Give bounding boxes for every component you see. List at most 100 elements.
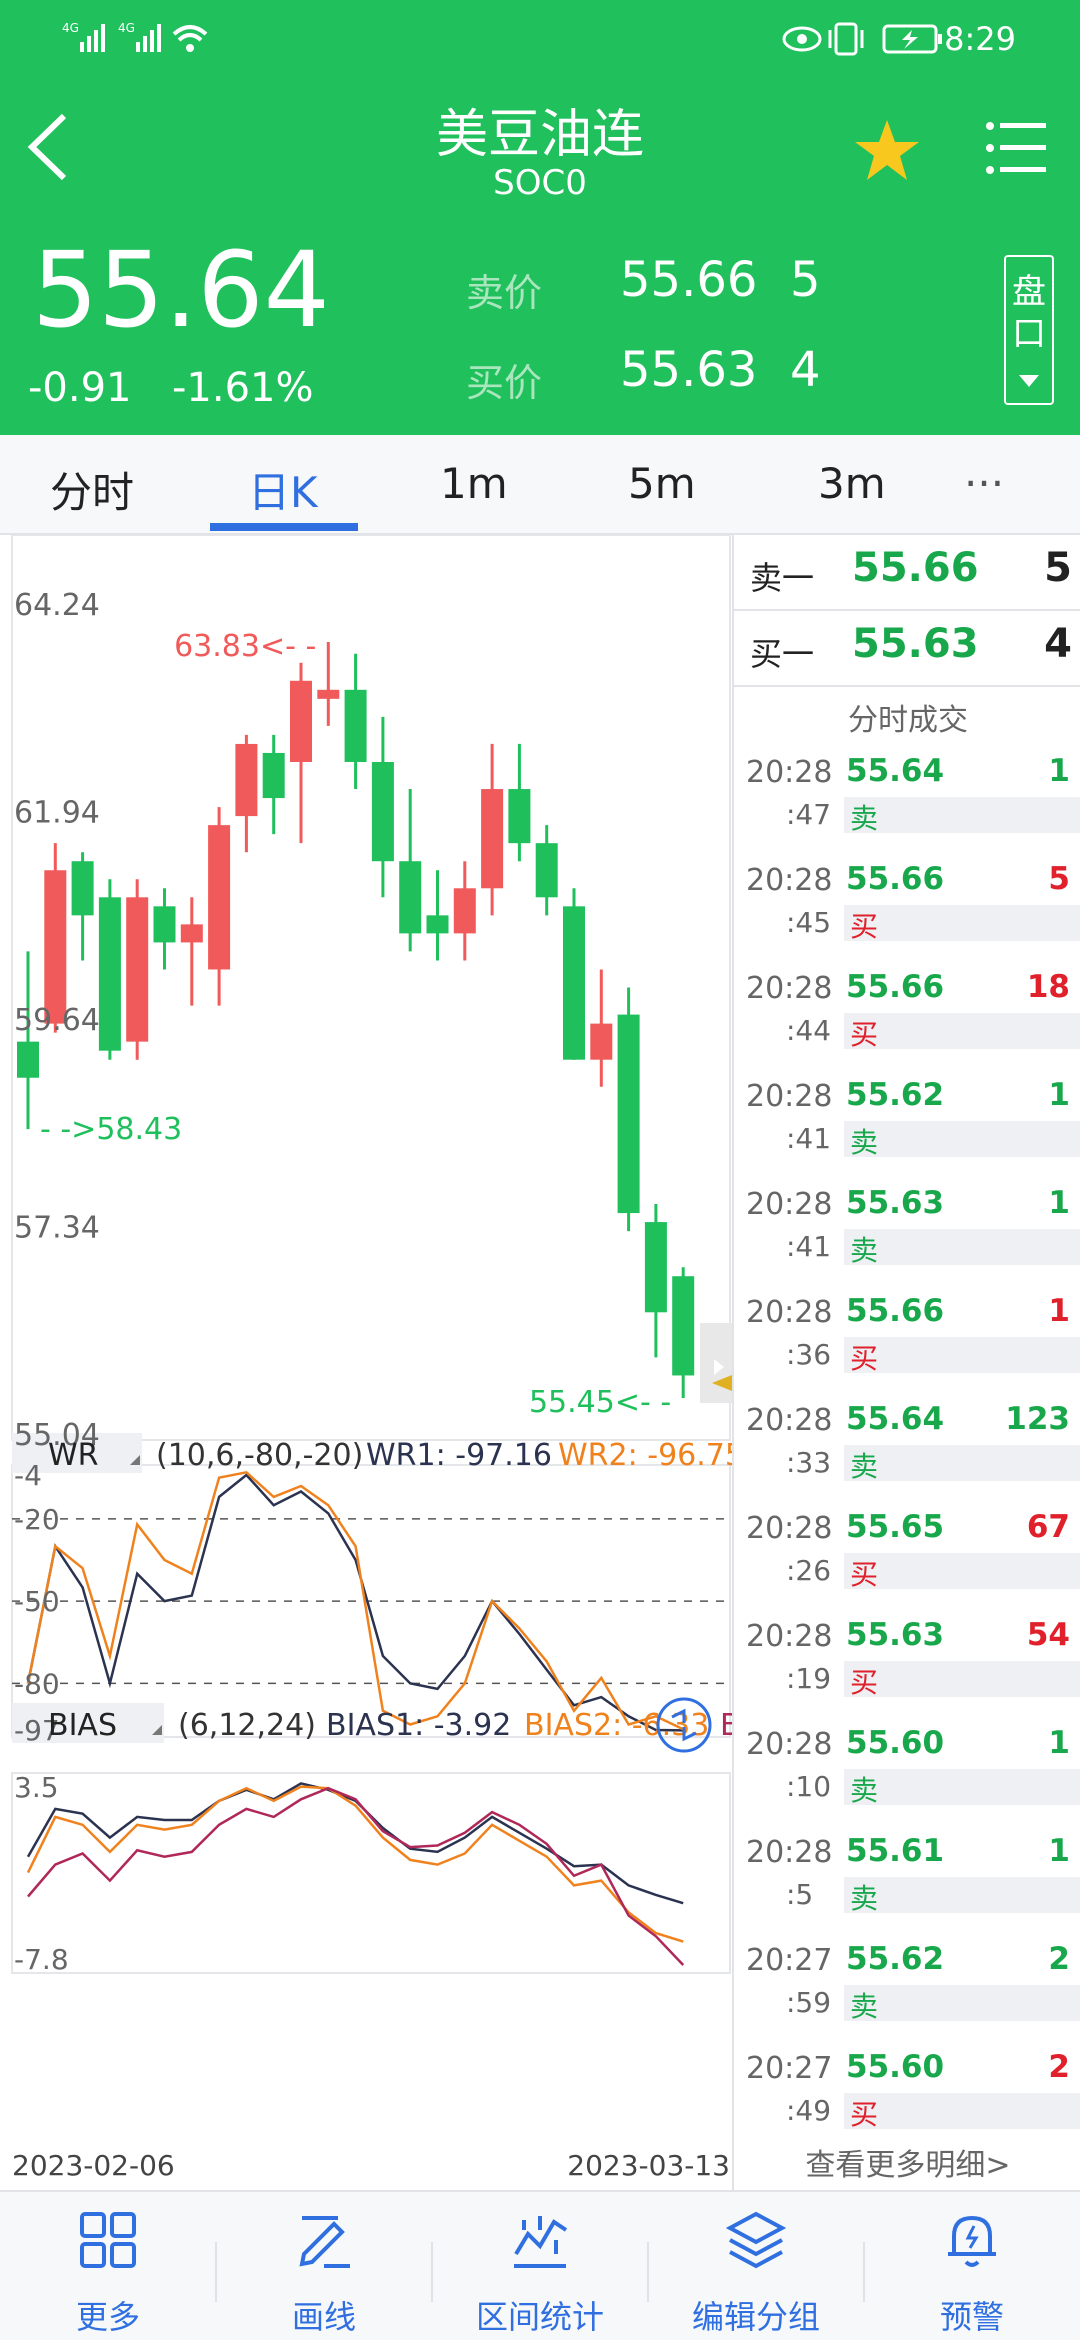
- kline-frame: [11, 534, 731, 1441]
- tab-1m[interactable]: 1m: [440, 459, 508, 508]
- candle-body: [426, 915, 449, 934]
- bell-icon: [948, 2215, 996, 2267]
- tab-daily-k[interactable]: 日K: [248, 468, 318, 517]
- trade-price: 55.61: [846, 1833, 945, 1869]
- trade-time: 20:28: [746, 1835, 833, 1870]
- trade-time: 20:28: [746, 755, 833, 790]
- candle-body: [208, 825, 231, 970]
- trade-price: 55.63: [846, 1617, 945, 1653]
- nav-range-stats[interactable]: 区间统计: [432, 2192, 648, 2340]
- wr1-value: WR1: -97.16: [366, 1438, 552, 1473]
- contract-code: SOC0: [493, 163, 587, 203]
- star-icon: [855, 120, 919, 180]
- status-time: 8:29: [944, 20, 1016, 58]
- nav-edit-group-label: 编辑分组: [691, 2298, 820, 2336]
- more-details-link[interactable]: 查看更多明细>: [805, 2148, 1011, 2183]
- trade-time: 20:28: [746, 971, 833, 1006]
- trade-time: 20:27: [746, 2051, 833, 2086]
- wr-level-label: -80: [14, 1667, 60, 1700]
- nav-alert[interactable]: 预警: [864, 2192, 1080, 2340]
- trade-volume: 1: [1048, 753, 1070, 789]
- bias2-line: [26, 1785, 684, 1943]
- candle-body: [153, 906, 176, 943]
- nav-edit-group[interactable]: 编辑分组: [648, 2192, 864, 2340]
- trade-side: 卖: [844, 1229, 1080, 1267]
- trade-row: 20:28:26 55.65 67 买: [734, 1501, 1080, 1609]
- candle-body: [290, 680, 312, 762]
- order-book-panel: 卖一 55.66 5 买一 55.63 4 分时成交 20:28:47 55.64…: [732, 535, 1080, 2190]
- kline-chart[interactable]: 64.24 61.94 59.64 57.34 55.04 63.83<- - 55.45<…: [0, 534, 744, 2190]
- trade-seconds: :45: [786, 906, 832, 939]
- trade-row: 20:27:49 55.60 2 买: [734, 2041, 1080, 2149]
- menu-button[interactable]: [984, 120, 1048, 180]
- candle-body: [317, 689, 340, 699]
- trade-volume: 1: [1048, 1725, 1070, 1761]
- trade-volume: 1: [1048, 1293, 1070, 1329]
- trade-side: 卖: [844, 1121, 1080, 1159]
- chevron-left-icon: [27, 113, 67, 181]
- trade-side: 卖: [844, 1877, 1080, 1915]
- nav-more[interactable]: 更多: [0, 2192, 216, 2340]
- trade-volume: 1: [1048, 1185, 1070, 1221]
- trade-time: 20:28: [746, 1619, 833, 1654]
- dropdown-corner-icon: [130, 1455, 140, 1465]
- tab-more[interactable]: ···: [964, 459, 1005, 508]
- tab-5m[interactable]: 5m: [628, 459, 696, 508]
- nav-draw-line[interactable]: 画线: [216, 2192, 432, 2340]
- candle-body: [399, 861, 422, 934]
- signal-wifi-icon: 4G 4G: [62, 21, 208, 52]
- trade-time: 20:27: [746, 1943, 833, 1978]
- candle-body: [563, 906, 585, 1060]
- favorite-button[interactable]: [852, 118, 922, 186]
- buy-one-volume: 4: [1044, 621, 1072, 667]
- trade-price: 55.63: [846, 1185, 945, 1221]
- swap-arrows-icon: [671, 1708, 697, 1742]
- trade-volume: 2: [1048, 1941, 1070, 1977]
- trade-row: 20:28:10 55.60 1 卖: [734, 1717, 1080, 1825]
- tab-3m[interactable]: 3m: [818, 459, 886, 508]
- candle-body: [17, 1041, 39, 1078]
- bias-bottom-level: -7.8: [14, 1943, 69, 1976]
- trade-side: 买: [844, 1661, 1080, 1699]
- back-button[interactable]: [24, 112, 74, 186]
- price-axis-label: 64.24: [14, 588, 100, 623]
- trade-volume: 5: [1048, 861, 1070, 897]
- trade-time: 20:28: [746, 1295, 833, 1330]
- trade-row: 20:27:59 55.62 2 卖: [734, 1933, 1080, 2041]
- active-tab-indicator: [210, 523, 358, 531]
- wr-level-label: -50: [14, 1585, 60, 1618]
- trade-volume: 123: [1005, 1401, 1070, 1437]
- trade-seconds: :5: [786, 1878, 814, 1911]
- status-icons: 4G 4G: [62, 18, 232, 62]
- candle-body: [98, 897, 121, 1051]
- eye-icon: [782, 26, 822, 52]
- ask-volume: 5: [790, 252, 821, 308]
- quote-header: 4G 4G 8:29 美豆油连 SOC0: [0, 0, 1080, 435]
- battery-icon: [882, 24, 942, 54]
- trade-seconds: :26: [786, 1554, 832, 1587]
- tab-intraday[interactable]: 分时: [50, 468, 135, 517]
- trade-row: 20:28:41 55.63 1 卖: [734, 1177, 1080, 1285]
- trade-seconds: :44: [786, 1014, 832, 1047]
- trade-volume: 1: [1048, 1077, 1070, 1113]
- trade-price: 55.64: [846, 1401, 945, 1437]
- sell-one-row: 卖一 55.66 5: [734, 535, 1080, 611]
- trade-volume: 54: [1026, 1617, 1070, 1653]
- list-menu-icon: [986, 122, 1046, 174]
- nav-divider: [863, 2242, 865, 2302]
- order-book-toggle[interactable]: 盘口: [1004, 255, 1054, 405]
- trade-seconds: :36: [786, 1338, 832, 1371]
- wr-level-label: -97: [14, 1714, 60, 1747]
- order-book-label: 盘口: [1012, 272, 1046, 354]
- kline-chart-area[interactable]: 64.24 61.94 59.64 57.34 55.04 63.83<- - 55.45<…: [0, 534, 744, 2190]
- trade-side: 买: [844, 905, 1080, 943]
- candle-body: [508, 789, 531, 844]
- candle-body: [71, 861, 94, 916]
- stats-icon: [514, 2216, 568, 2268]
- trade-price: 55.62: [846, 1077, 945, 1113]
- buy-one-price: 55.63: [852, 621, 979, 667]
- trade-seconds: :19: [786, 1662, 832, 1695]
- period-tabs: 分时 日K 1m 5m 3m ···: [0, 435, 1080, 535]
- sell-one-volume: 5: [1044, 545, 1072, 591]
